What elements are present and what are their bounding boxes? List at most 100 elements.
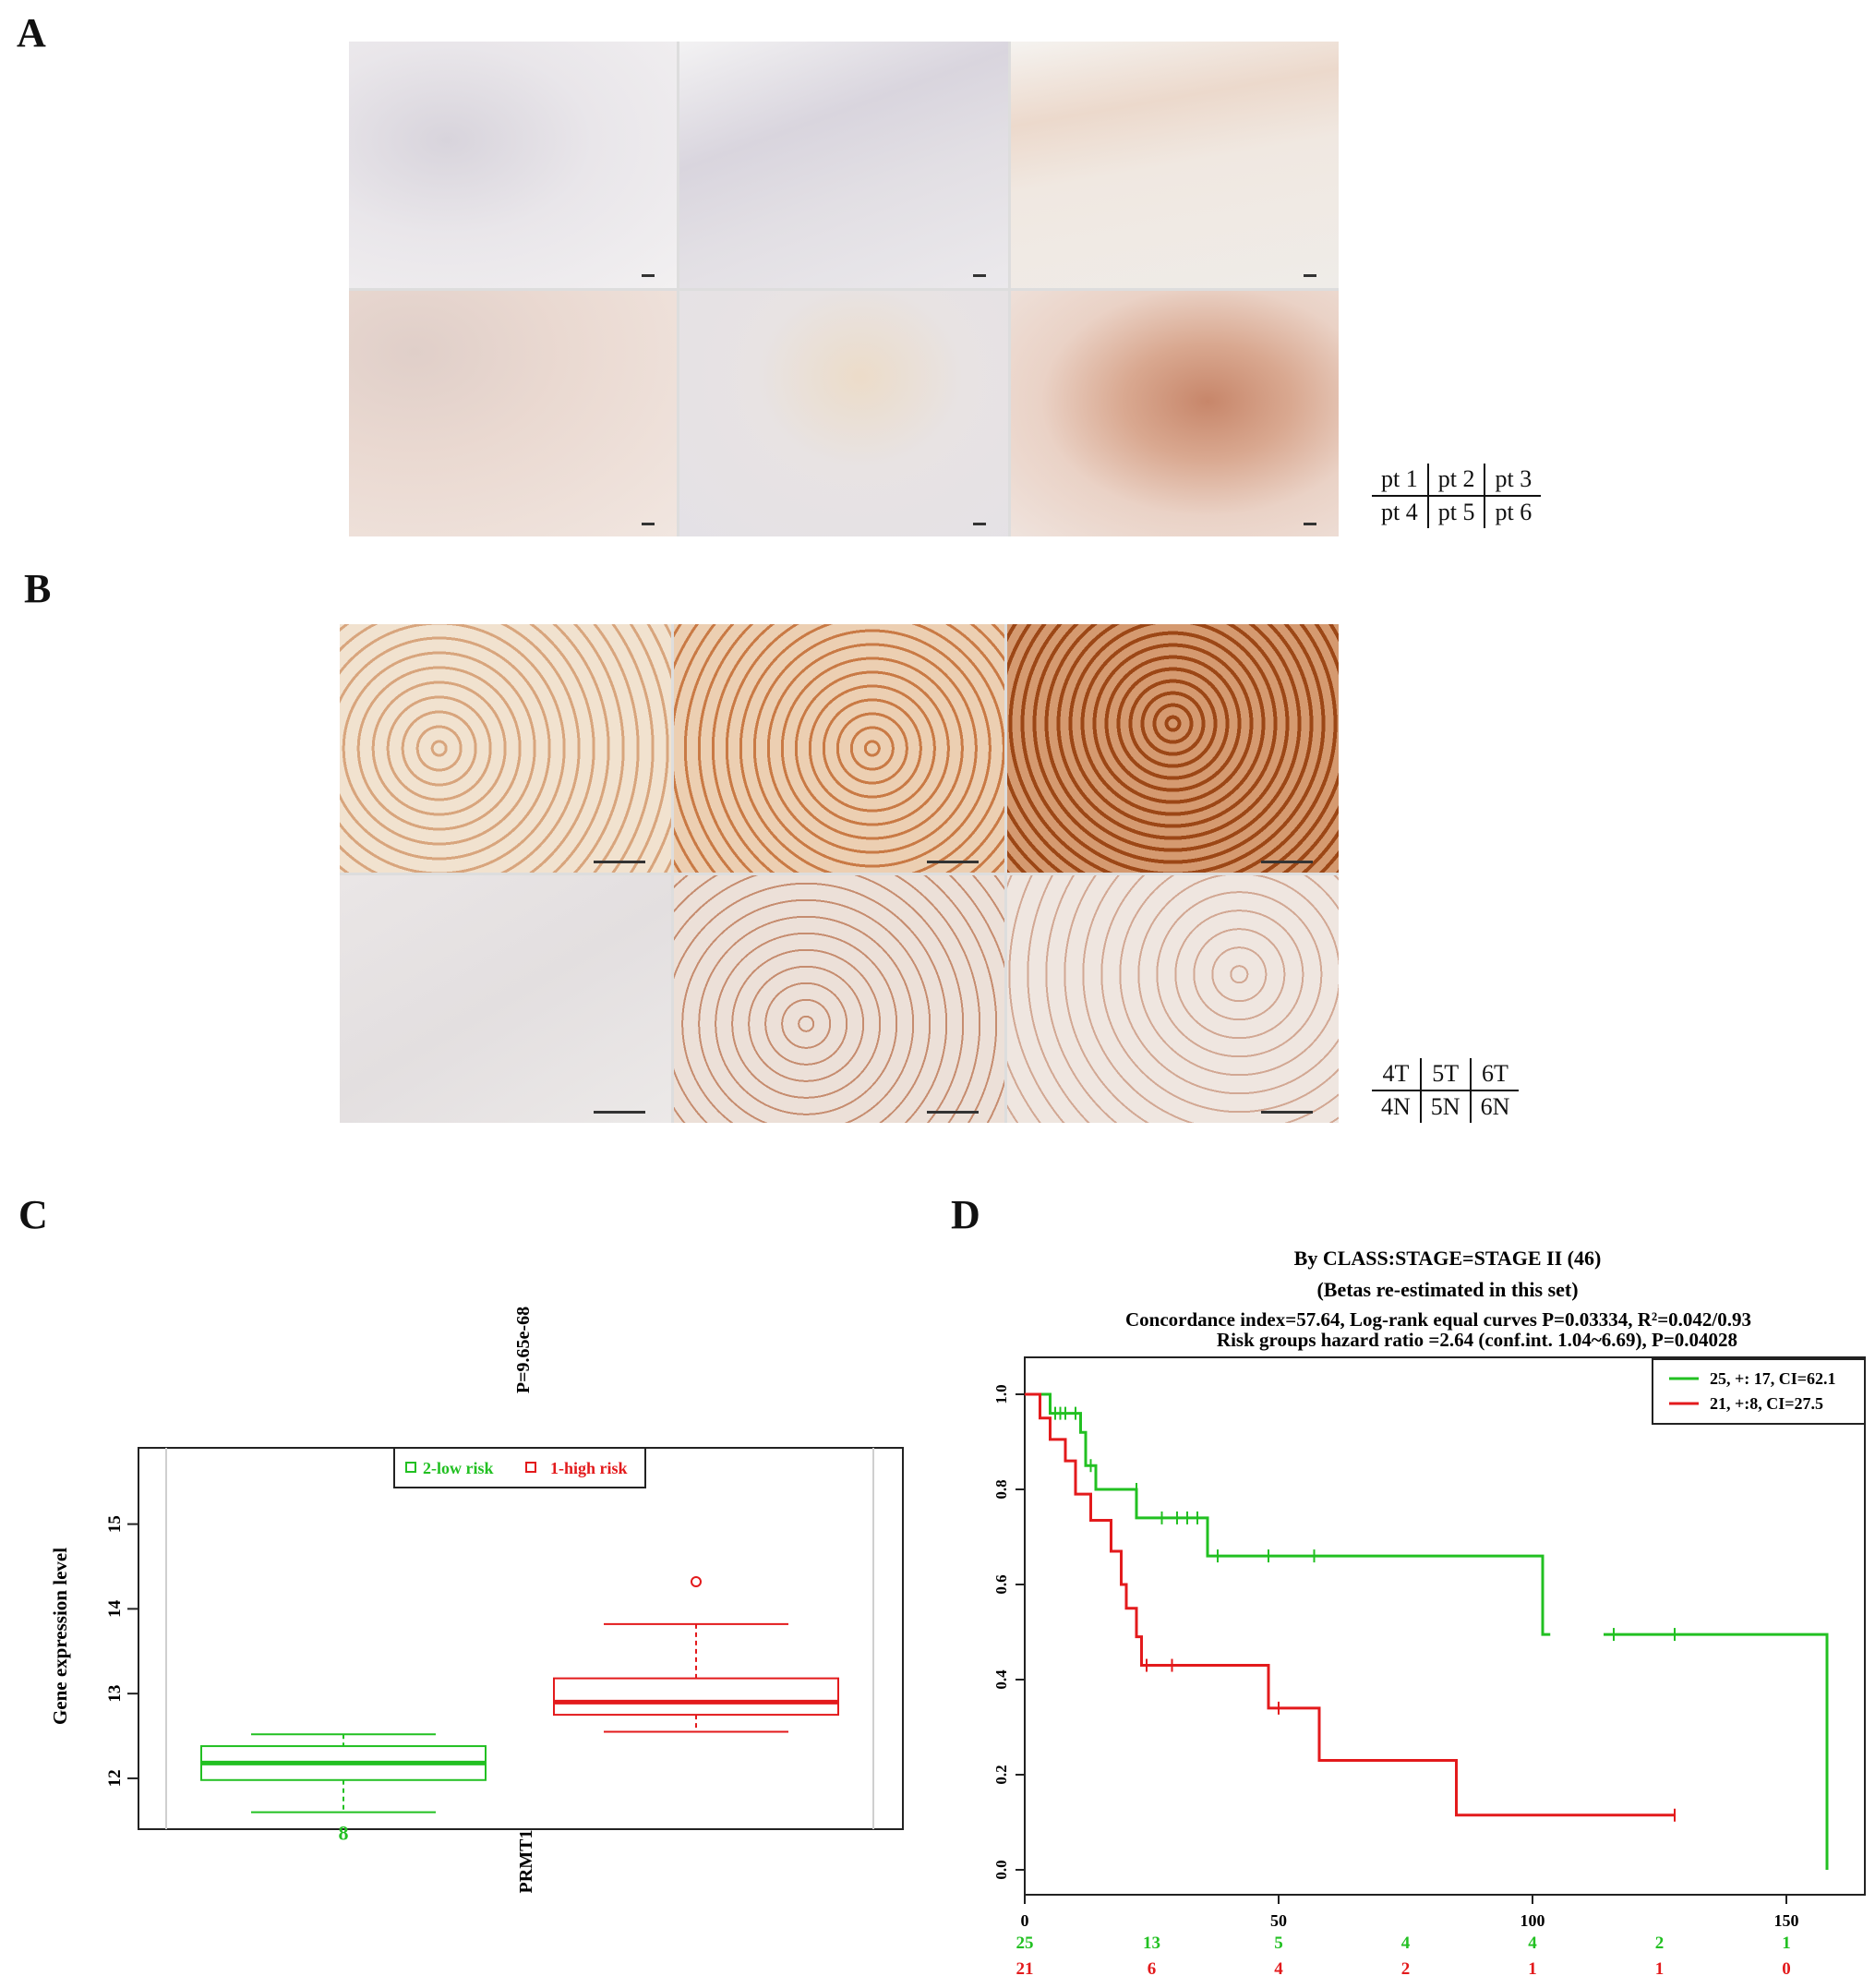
micrograph-pt3 <box>1010 42 1339 288</box>
scale-bar <box>642 523 655 525</box>
at-risk-count: 21 <box>1016 1959 1034 1979</box>
panel-a-patient-key: pt 1 pt 2 pt 3 pt 4 pt 5 pt 6 <box>1372 464 1542 528</box>
survival-series <box>1025 1392 1676 1822</box>
box-annotation: 8 <box>339 1822 349 1845</box>
panel-b-micrograph-grid <box>340 624 1339 1123</box>
micrograph-5t <box>673 624 1005 873</box>
panel-b-tissue-key: 4T 5T 6T 4N 5N 6N <box>1372 1058 1520 1123</box>
scale-bar <box>642 273 655 277</box>
panel-label-a: A <box>17 10 46 55</box>
at-risk-count: 4 <box>1401 1934 1411 1953</box>
box-series: 8 <box>200 1576 839 1845</box>
y-tick-label: 14 <box>105 1599 125 1618</box>
key-cell: pt 3 <box>1484 464 1542 497</box>
micrograph-pt1 <box>349 42 678 288</box>
key-cell: pt 4 <box>1381 499 1418 525</box>
plot-frame <box>1024 1356 1866 1896</box>
micrograph-6n <box>1007 874 1339 1123</box>
micrograph-pt6 <box>1010 290 1339 536</box>
panel-label-c: C <box>18 1192 48 1237</box>
box-iqr <box>200 1745 487 1781</box>
key-cell: 5N <box>1419 1090 1471 1123</box>
x-axis-label: PRMT1 <box>516 1830 536 1894</box>
key-cell: 5T <box>1419 1058 1471 1091</box>
at-risk-count: 2 <box>1401 1959 1411 1979</box>
key-cell: 6N <box>1469 1090 1520 1123</box>
at-risk-count: 1 <box>1655 1959 1665 1979</box>
plot-frame <box>138 1447 904 1830</box>
at-risk-count: 6 <box>1148 1959 1157 1979</box>
y-axis-label: Gene expression level <box>49 1548 71 1725</box>
legend-swatch-low-risk <box>405 1462 416 1473</box>
micrograph-pt2 <box>679 42 1008 288</box>
chart-stats-line1: Concordance index=57.64, Log-rank equal … <box>1125 1308 1751 1331</box>
chart-subtitle: (Betas re-estimated in this set) <box>1316 1278 1578 1301</box>
panel-label-b: B <box>24 566 52 611</box>
y-tick-label: 0.2 <box>992 1765 1010 1784</box>
scale-bar <box>972 523 986 525</box>
y-tick-label: 0.0 <box>992 1860 1010 1879</box>
micrograph-pt5 <box>679 290 1008 536</box>
number-at-risk-table: 25 13 5 4 4 2 121 6 4 2 1 1 0 <box>1016 1934 1791 1979</box>
y-axis-ticks: 12 13 14 15 <box>105 1515 138 1787</box>
x-tick-label: 150 <box>1774 1911 1799 1930</box>
key-cell: 4T <box>1372 1058 1421 1091</box>
y-tick-label: 0.8 <box>992 1479 1010 1499</box>
key-cell: pt 1 <box>1372 464 1428 497</box>
scale-bar <box>1304 523 1316 525</box>
legend-frame <box>1652 1358 1866 1425</box>
survival-step-line <box>1025 1392 1675 1817</box>
legend-frame <box>393 1447 646 1488</box>
key-cell: 6T <box>1469 1058 1520 1091</box>
micrograph-pt4 <box>349 290 678 536</box>
legend-label-green: 25, +: 17, CI=62.1 <box>1710 1369 1836 1388</box>
micrograph-5n <box>673 874 1005 1123</box>
scale-bar <box>927 860 980 863</box>
y-tick-label: 0.4 <box>992 1669 1010 1690</box>
at-risk-count: 13 <box>1143 1934 1160 1953</box>
scale-bar <box>593 860 645 863</box>
outlier-point <box>691 1576 702 1588</box>
axes: 0 50 100 150 0.0 0.2 0.4 0.6 0.8 1.0 <box>992 1384 1799 1930</box>
micrograph-4n <box>340 874 671 1123</box>
at-risk-count: 5 <box>1274 1934 1283 1953</box>
scale-bar <box>593 1111 645 1114</box>
y-tick-label: 13 <box>105 1685 125 1703</box>
box-group <box>553 1576 839 1733</box>
scale-bar <box>1260 1111 1313 1114</box>
key-cell: pt 2 <box>1426 464 1485 497</box>
panel-a-micrograph-grid <box>349 42 1339 536</box>
box-iqr <box>553 1677 839 1717</box>
x-tick-label: 100 <box>1520 1911 1545 1930</box>
at-risk-count: 25 <box>1016 1934 1034 1953</box>
at-risk-count: 4 <box>1274 1959 1283 1979</box>
scale-bar <box>972 273 986 277</box>
y-tick-label: 1.0 <box>992 1384 1010 1404</box>
at-risk-count: 1 <box>1782 1934 1791 1953</box>
legend: 25, +: 17, CI=62.1 21, +:8, CI=27.5 <box>1652 1358 1866 1425</box>
micrograph-4t <box>340 624 671 873</box>
at-risk-count: 0 <box>1782 1959 1791 1979</box>
legend-swatch-high-risk <box>525 1462 536 1473</box>
y-tick-label: 12 <box>105 1769 125 1787</box>
legend-label-red: 21, +:8, CI=27.5 <box>1710 1394 1823 1413</box>
key-cell: 4N <box>1381 1093 1411 1120</box>
survival-curves <box>1025 1392 1829 1870</box>
box-group: 8 <box>200 1733 487 1845</box>
pvalue-label: P=9.65e-68 <box>513 1307 534 1393</box>
at-risk-count: 4 <box>1528 1934 1537 1953</box>
scale-bar <box>1304 273 1316 277</box>
legend-label-high-risk: 1-high risk <box>550 1459 628 1477</box>
micrograph-6t <box>1007 624 1339 873</box>
y-tick-label: 15 <box>105 1515 125 1533</box>
panel-label-d: D <box>951 1192 980 1237</box>
key-cell: pt 6 <box>1484 496 1542 528</box>
survival-series <box>1025 1392 1829 1870</box>
x-tick-label: 0 <box>1021 1911 1029 1930</box>
chart-stats-line2: Risk groups hazard ratio =2.64 (conf.int… <box>1217 1329 1737 1351</box>
scale-bar <box>927 1111 980 1114</box>
legend: 2-low risk 1-high risk <box>393 1447 646 1488</box>
legend-label-low-risk: 2-low risk <box>423 1459 494 1477</box>
scale-bar <box>1260 860 1313 863</box>
y-tick-label: 0.6 <box>992 1574 1010 1594</box>
